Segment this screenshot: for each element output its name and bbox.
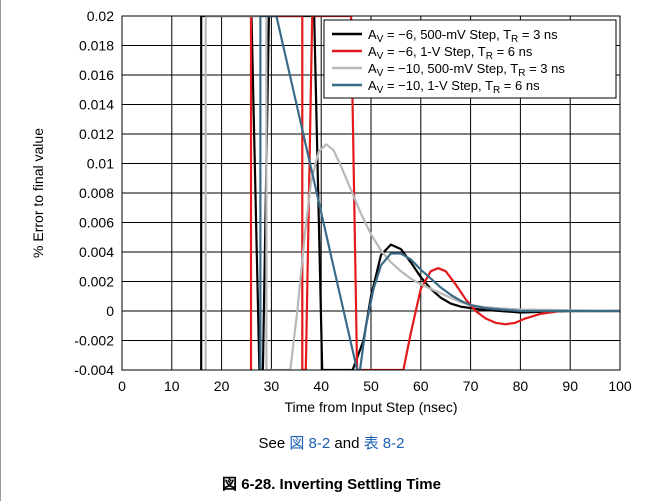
y-tick-label: 0.002: [79, 274, 114, 290]
see-reference-line: See 図 8-2 and 表 8-2: [0, 432, 663, 453]
table-reference-link[interactable]: 表 8-2: [363, 434, 405, 452]
and-text: and: [330, 435, 364, 452]
legend-entry-2: AV = −6, 1-V Step, TR = 6 ns: [368, 44, 533, 62]
series-group: [200, 16, 620, 370]
legend-text-part: R: [518, 68, 525, 79]
series-line-1: [200, 16, 620, 370]
legend-text-part: R: [493, 85, 500, 96]
legend-box: [323, 19, 617, 99]
legend-text-part: R: [486, 51, 493, 62]
table-ref-number: 8-2: [378, 435, 405, 452]
y-tick-label: -0.002: [74, 333, 114, 349]
caption-cjk: 図: [222, 475, 238, 493]
y-tick-label: 0.004: [79, 244, 114, 260]
legend-text-part: = 6 ns: [500, 78, 540, 93]
y-tick-label: 0.018: [79, 38, 114, 54]
x-axis-label: Time from Input Step (nsec): [285, 399, 458, 415]
series-line-4: [259, 16, 620, 370]
legend-text-part: = 3 ns: [518, 27, 558, 42]
legend-text-part: = −6, 500-mV Step, T: [383, 27, 511, 42]
y-axis-label: % Error to final value: [30, 128, 46, 258]
x-tick-label: 100: [608, 378, 632, 394]
legend-entry-3: AV = −10, 500-mV Step, TR = 3 ns: [368, 61, 565, 79]
tick-labels: 0 10 20 30 40 50 60 70 80 90 100 -0.004 -0.002 0 0.002…: [74, 8, 632, 394]
x-tick-label: 60: [413, 378, 429, 394]
figure-ref-cjk: 図: [289, 434, 305, 452]
y-tick-label: 0.016: [79, 67, 114, 83]
figure-ref-number: 8-2: [304, 435, 331, 452]
x-tick-label: 70: [463, 378, 479, 394]
legend-text-part: A: [368, 27, 377, 42]
x-tick-label: 30: [264, 378, 280, 394]
series-line-2: [249, 16, 620, 370]
figure-reference-link[interactable]: 図 8-2: [289, 434, 331, 452]
legend-text-part: R: [511, 34, 518, 45]
x-tick-label: 40: [313, 378, 329, 394]
legend-text-part: V: [377, 68, 384, 79]
see-text: See: [258, 435, 290, 452]
legend-text-part: A: [368, 44, 377, 59]
x-tick-label: 90: [562, 378, 578, 394]
y-tick-label: 0.006: [79, 215, 114, 231]
y-tick-label: 0.014: [79, 97, 114, 113]
legend-text-part: V: [377, 85, 384, 96]
caption-text: 6-28. Inverting Settling Time: [237, 476, 441, 493]
legend-text-part: = −10, 1-V Step, T: [383, 78, 493, 93]
x-tick-label: 50: [363, 378, 379, 394]
y-tick-label: 0.01: [87, 156, 114, 172]
y-tick-label: -0.004: [74, 362, 114, 378]
legend-text-part: = 3 ns: [525, 61, 565, 76]
page-border: [0, 0, 1, 501]
plot-area-border: [121, 15, 621, 371]
legend-text-part: = −6, 1-V Step, T: [383, 44, 485, 59]
x-tick-label: 0: [118, 378, 126, 394]
legend-text-part: = 6 ns: [493, 44, 533, 59]
y-tick-label: 0.02: [87, 8, 114, 24]
x-tick-label: 20: [214, 378, 230, 394]
legend-text-part: V: [377, 34, 384, 45]
figure-caption: 図 6-28. Inverting Settling Time: [0, 473, 663, 494]
x-tick-label: 10: [164, 378, 180, 394]
table-ref-cjk: 表: [363, 434, 379, 452]
legend-entry-1: AV = −6, 500-mV Step, TR = 3 ns: [368, 27, 558, 45]
legend-text-part: = −10, 500-mV Step, T: [383, 61, 518, 76]
y-tick-label: 0.012: [79, 126, 114, 142]
settling-time-chart: 0 10 20 30 40 50 60 70 80 90 100 -0.004 -0.002 0 0.002…: [30, 8, 632, 415]
legend-entry-4: AV = −10, 1-V Step, TR = 6 ns: [368, 78, 540, 96]
y-tick-label: 0.008: [79, 185, 114, 201]
x-tick-label: 80: [513, 378, 529, 394]
legend-text-part: V: [377, 51, 384, 62]
legend-text-part: A: [368, 78, 377, 93]
y-tick-label: 0: [106, 303, 114, 319]
legend-text-part: A: [368, 61, 377, 76]
